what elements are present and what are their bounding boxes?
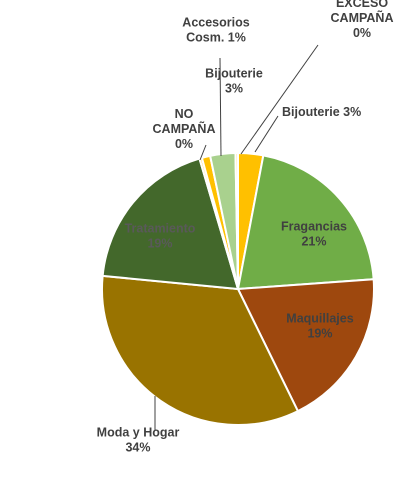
pie-slice-exceso-campaña-8 <box>234 151 239 290</box>
leader-line-5 <box>199 144 207 161</box>
pie-slices <box>101 151 375 426</box>
slice-labels: Bijouterie 3% Fragancias 21% Maquillajes 19%… <box>97 0 394 455</box>
slice-label-1: Fragancias 21% <box>281 220 347 249</box>
slice-label-0: Bijouterie 3% <box>282 105 361 119</box>
pie-slice-maquillajes-2 <box>236 278 375 413</box>
pie-slice-fragancias-1 <box>236 154 375 291</box>
slice-label-6: Accesorios Cosm. 1% <box>182 16 249 45</box>
slice-label-2: Maquillajes 19% <box>286 312 353 341</box>
leader-line-8 <box>240 44 319 155</box>
leader-lines <box>154 44 319 430</box>
slice-label-3: Moda y Hogar 34% <box>97 426 180 455</box>
pie-slice-moda-y-hogar-3 <box>101 274 300 426</box>
slice-label-5: NO CAMPAÑA 0% <box>153 107 216 151</box>
leader-line-0 <box>254 115 279 153</box>
slice-label-7: Bijouterie 3% <box>205 67 263 96</box>
slice-label-4: Tratamiento 19% <box>125 222 196 251</box>
slice-label-8: EXCESO CAMPAÑA 0% <box>331 0 394 40</box>
leader-line-6 <box>219 57 222 157</box>
pie-slice-tratamiento-4 <box>101 157 240 291</box>
